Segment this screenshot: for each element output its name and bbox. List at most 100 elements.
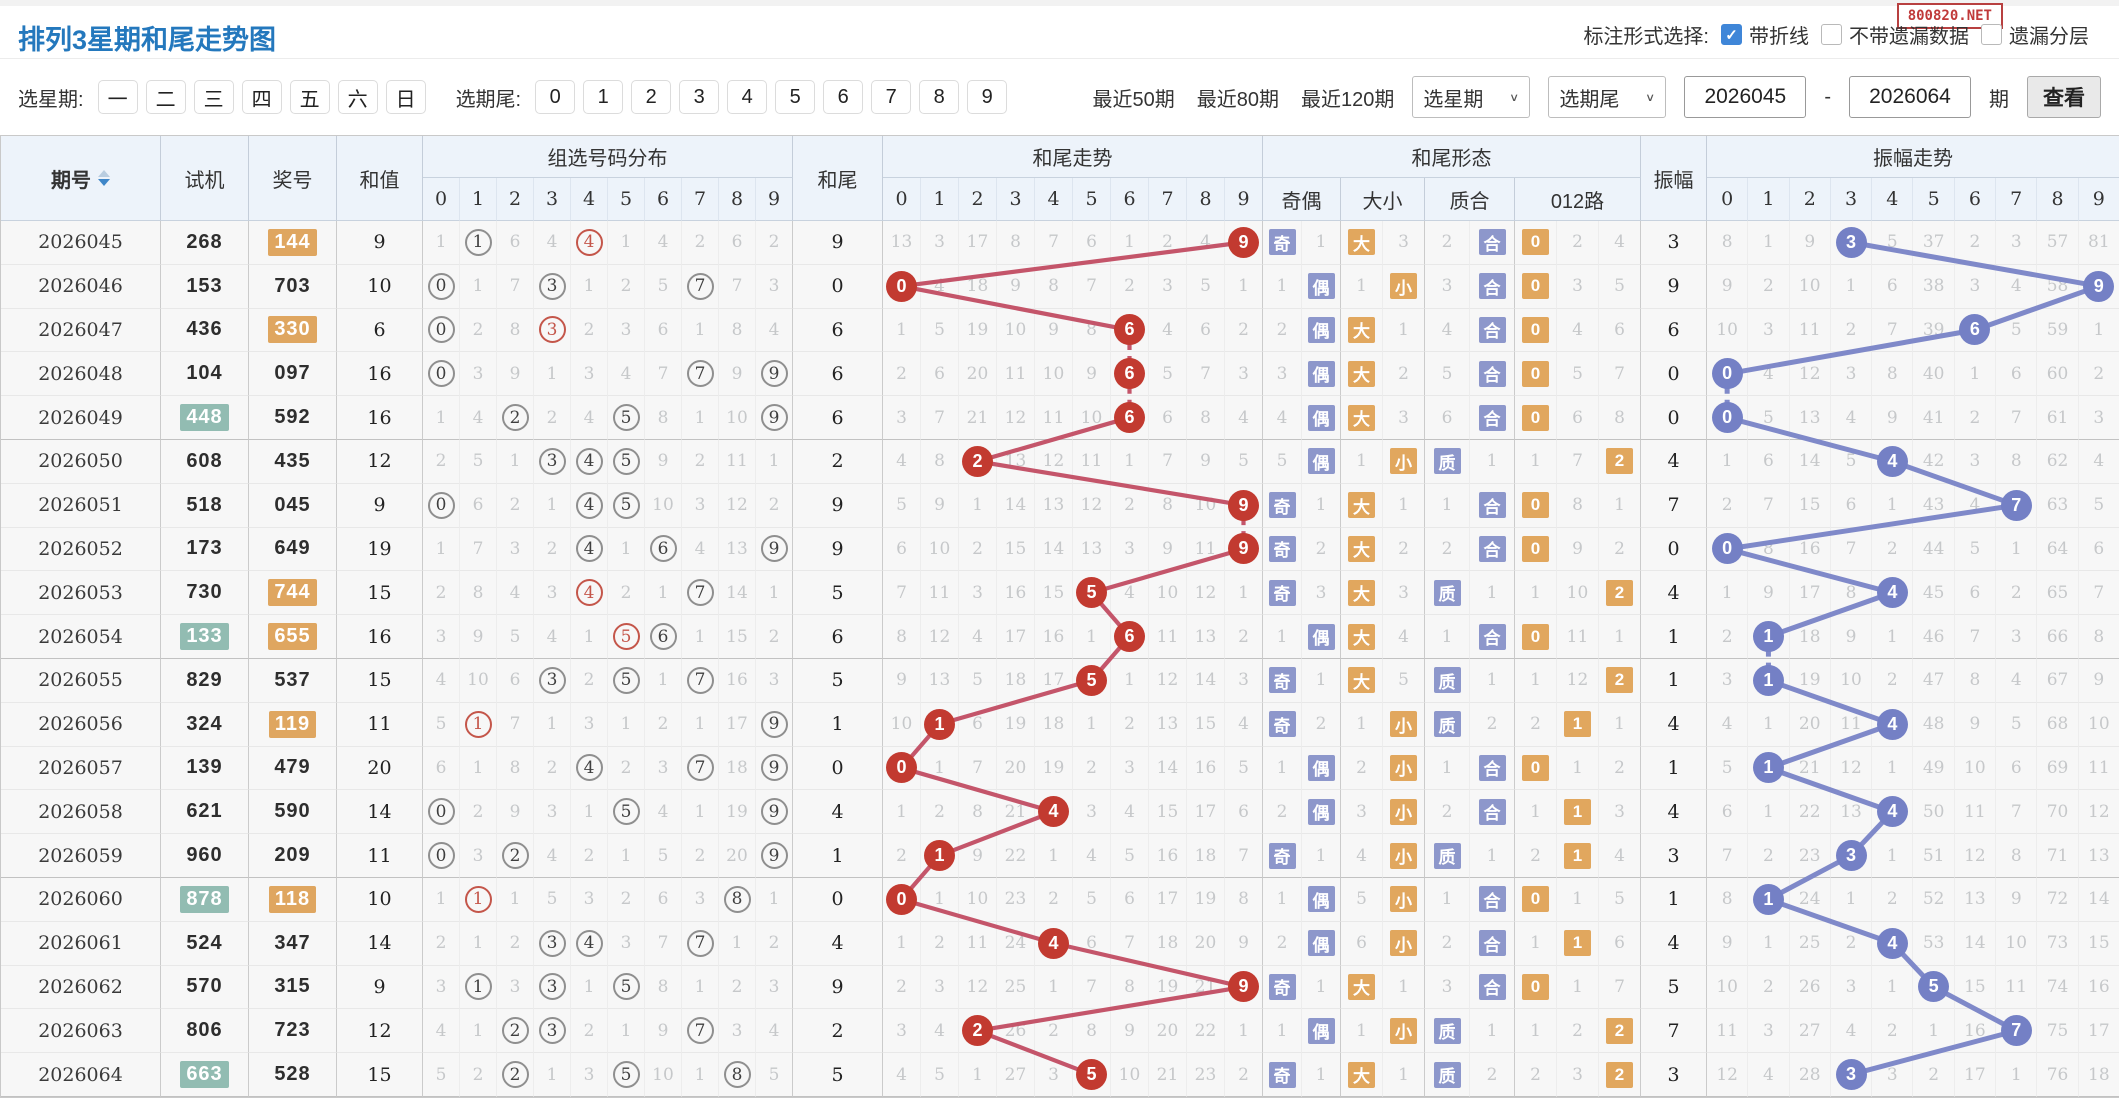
range-from-input[interactable] — [1684, 76, 1807, 118]
amp-trend-cell: 4 — [1707, 702, 1749, 747]
tail-button[interactable]: 9 — [967, 80, 1008, 114]
tail-trend-cell: 2 — [1225, 1053, 1263, 1097]
tail-trend-cell: 4 — [1225, 396, 1263, 440]
week-label: 选星期: — [18, 88, 84, 111]
amp-trend-cell: 53 — [1913, 921, 1955, 966]
amp-cell: 1 — [1641, 658, 1707, 703]
tail-button[interactable]: 3 — [679, 80, 720, 114]
amp-trend-cell: 17 — [1789, 571, 1831, 616]
tail-button[interactable]: 5 — [775, 80, 816, 114]
tail-button[interactable]: 1 — [583, 80, 624, 114]
amp-trend-cell: 6 — [1996, 352, 2038, 397]
week-select[interactable]: 选星期 ∨ — [1412, 76, 1531, 118]
amp-trend-cell: 10 — [1954, 746, 1997, 791]
oe-cell: 1 — [1302, 834, 1341, 878]
amp-trend-cell: 61 — [2037, 396, 2079, 440]
dist-cell: 3 — [534, 308, 571, 353]
checkbox-no-miss-data[interactable]: 不带遗漏数据 — [1821, 20, 1969, 49]
dist-cell: 10 — [719, 396, 756, 440]
dist-cell: 5 — [497, 615, 534, 659]
size-cell: 1 — [1383, 1053, 1425, 1097]
amp-trend-cell: 14 — [1954, 921, 1997, 966]
issue-cell: 2026063 — [1, 1009, 161, 1054]
tail-trend-cell: 5 — [1073, 658, 1111, 703]
checkbox-icon[interactable] — [1821, 24, 1842, 45]
week-button[interactable]: 五 — [289, 80, 330, 114]
amp-trend-cell: 69 — [2037, 746, 2079, 791]
tail-trend-cell: 2 — [883, 352, 921, 397]
dist-cell: 5 — [608, 1053, 645, 1097]
week-button[interactable]: 六 — [337, 80, 378, 114]
tail-trend-cell: 11 — [1035, 396, 1073, 440]
dist-mark: 4 — [575, 535, 603, 563]
test-cell: 524 — [161, 921, 249, 966]
tail-button[interactable]: 8 — [919, 80, 960, 114]
dist-cell: 3 — [534, 1009, 571, 1054]
amp-trend-cell: 23 — [1789, 834, 1831, 878]
tail-button[interactable]: 2 — [631, 80, 672, 114]
tail-trend-cell: 19 — [1187, 877, 1225, 922]
sort-icon[interactable] — [98, 170, 110, 186]
dist-mark: 1 — [464, 228, 492, 256]
test-cell: 878 — [161, 877, 249, 922]
dist-cell: 2 — [608, 877, 645, 922]
week-button[interactable]: 二 — [145, 80, 186, 114]
test-cell: 570 — [161, 965, 249, 1010]
dist-cell: 9 — [756, 790, 793, 835]
tail-trend-cell: 1 — [921, 877, 959, 922]
checkbox-polyline[interactable]: ✓ 带折线 — [1721, 20, 1809, 49]
grid-head: 期号 试机 奖号 和值 组选号码分布 0 1 2 3 4 5 6 7 8 9 和尾 和尾走势 0 1 2 3 4 5 6 7 8 9… — [0, 135, 2119, 221]
dist-cell: 12 — [719, 483, 756, 528]
amp-trend-cell: 9 — [1872, 396, 1914, 440]
test-cell: 324 — [161, 702, 249, 747]
tail-select[interactable]: 选期尾 ∨ — [1548, 76, 1667, 118]
tail-trend-cell: 6 — [883, 527, 921, 572]
header-issue-sort[interactable]: 期号 — [1, 136, 161, 221]
issue-cell: 2026046 — [1, 264, 161, 309]
checkbox-miss-layer[interactable]: 遗漏分层 — [1981, 20, 2089, 49]
tail-trend-cell: 11 — [997, 352, 1035, 397]
top-strip — [0, 0, 2119, 6]
tail-trend-cell: 5 — [1149, 352, 1187, 397]
week-button[interactable]: 四 — [241, 80, 282, 114]
checkbox-icon[interactable] — [1981, 24, 2002, 45]
amp-cell: 3 — [1641, 221, 1707, 265]
dist-mark: 4 — [575, 491, 603, 519]
tail-button[interactable]: 4 — [727, 80, 768, 114]
recent-link[interactable]: 最近120期 — [1300, 88, 1395, 111]
checkbox-icon[interactable]: ✓ — [1721, 24, 1742, 45]
amp-trend-cell: 11 — [1707, 1009, 1749, 1054]
tail-trend-cell: 17 — [997, 615, 1035, 659]
tail-button[interactable]: 7 — [871, 80, 912, 114]
tail-trend-cell: 6 — [1187, 308, 1225, 353]
tail-trend-cell: 12 — [1149, 658, 1187, 703]
dist-cell: 2 — [423, 439, 460, 484]
header-test: 试机 — [161, 136, 249, 221]
issue-cell: 2026051 — [1, 483, 161, 528]
dist-cell: 3 — [534, 439, 571, 484]
tail-trend-cell: 12 — [1035, 439, 1073, 484]
sum-cell: 6 — [337, 308, 423, 353]
size-cell: 1 — [1383, 308, 1425, 353]
recent-link[interactable]: 最近80期 — [1196, 88, 1279, 111]
dist-cell: 7 — [497, 702, 534, 747]
dist-mark: 7 — [686, 360, 714, 388]
recent-link[interactable]: 最近50期 — [1092, 88, 1175, 111]
tail-point: 4 — [1038, 927, 1069, 959]
pc-cell: 质 — [1425, 1053, 1470, 1097]
search-button[interactable]: 查看 — [2027, 76, 2101, 118]
week-button[interactable]: 日 — [385, 80, 426, 114]
issue-cell: 2026064 — [1, 1053, 161, 1097]
tail-button[interactable]: 6 — [823, 80, 864, 114]
week-button[interactable]: 三 — [193, 80, 234, 114]
dist-mark: 6 — [649, 535, 677, 563]
amp-trend-cell: 6 — [1830, 483, 1873, 528]
header-dist-digit: 8 — [719, 178, 756, 221]
range-to-input[interactable] — [1849, 76, 1971, 118]
tail-button[interactable]: 0 — [535, 80, 576, 114]
tail-trend-cell: 7 — [883, 571, 921, 616]
header-form-group: 和尾形态 — [1263, 136, 1641, 178]
dist-cell: 3 — [608, 921, 645, 966]
week-button[interactable]: 一 — [97, 80, 138, 114]
pc-cell: 2 — [1425, 790, 1470, 835]
